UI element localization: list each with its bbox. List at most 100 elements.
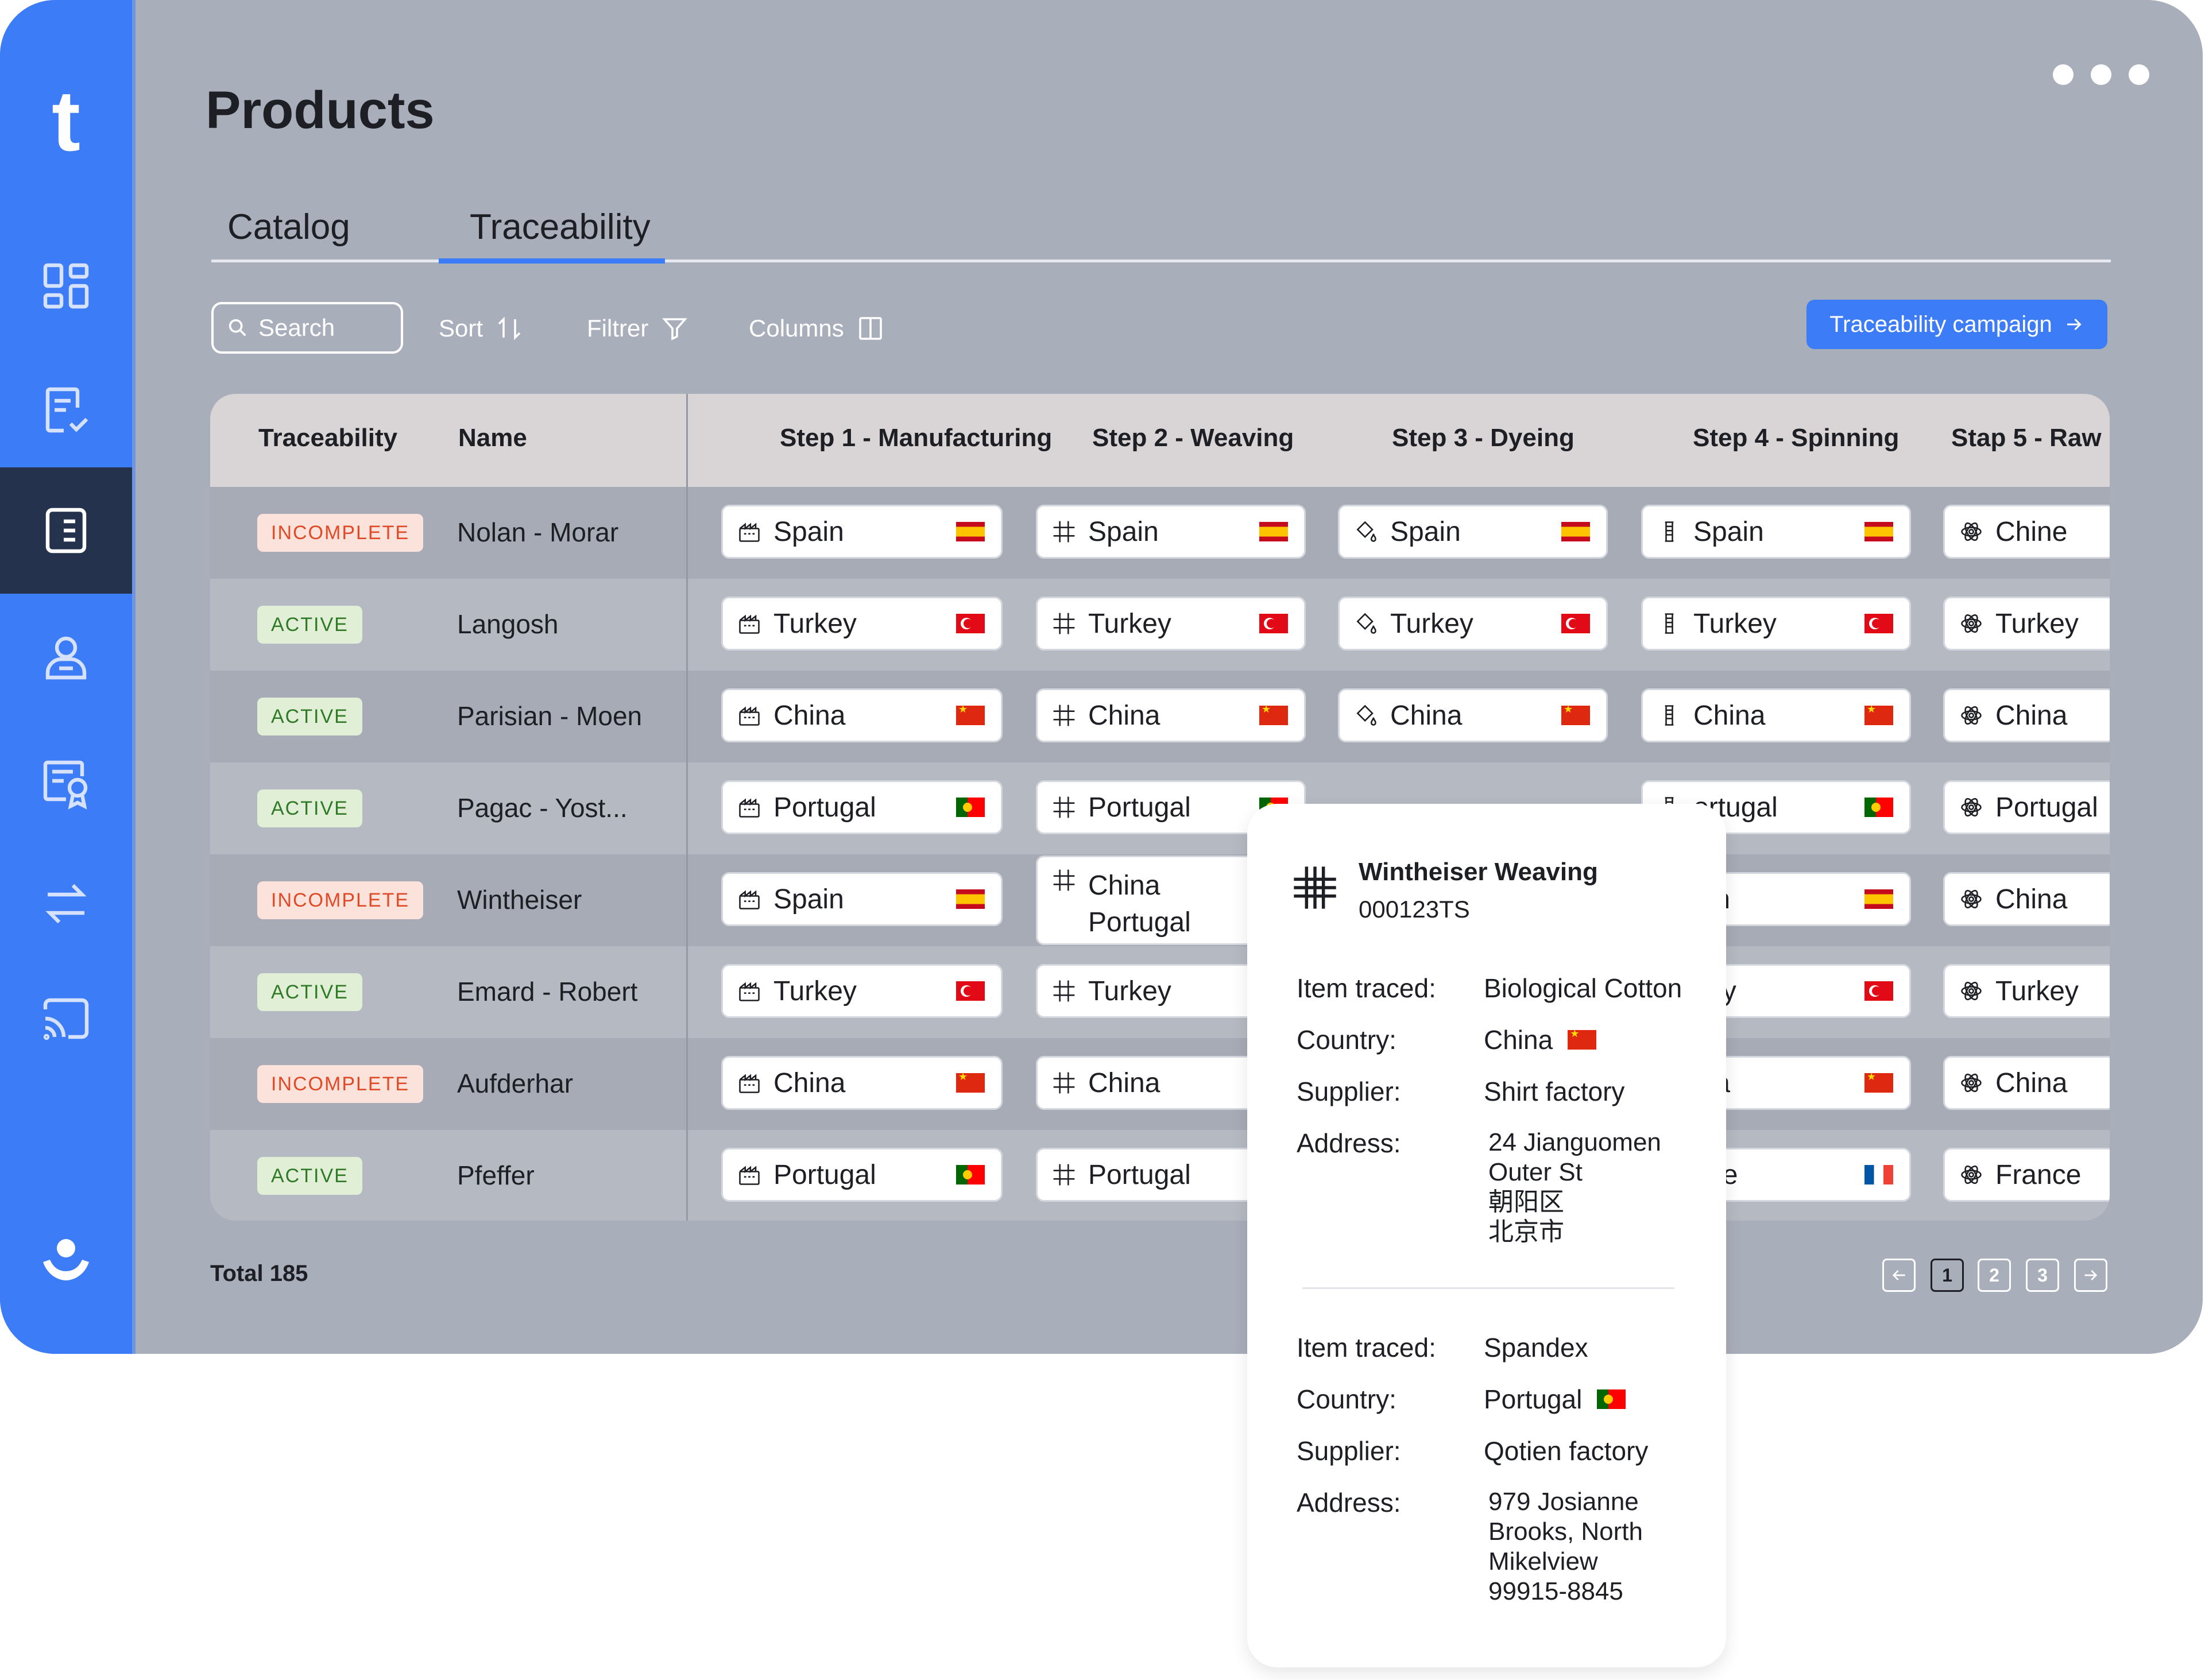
sidebar-item-certificates[interactable]: [0, 720, 132, 846]
step-5-cell[interactable]: Chine: [1943, 505, 2110, 559]
certificate-icon: [43, 760, 88, 810]
step-2-cell[interactable]: China: [1036, 688, 1306, 742]
step-country: China: [773, 700, 846, 731]
tab-catalog[interactable]: Catalog: [227, 207, 350, 247]
table-row[interactable]: ACTIVE Parisian - Moen China China China Chin…: [210, 671, 2110, 762]
product-name[interactable]: Wintheiser: [457, 885, 582, 915]
header-name[interactable]: Name: [458, 424, 527, 452]
header-step2[interactable]: Step 2 - Weaving: [1092, 424, 1294, 452]
arrows-swap-icon: [45, 884, 87, 924]
step-country: China: [773, 1067, 846, 1098]
atom-icon: [1961, 981, 1982, 1001]
step-1-cell[interactable]: China: [721, 1056, 1003, 1110]
step-1-cell[interactable]: Turkey: [721, 964, 1003, 1018]
flag-icon: [1561, 614, 1590, 633]
next-page-button[interactable]: [2074, 1259, 2107, 1292]
step-1-cell[interactable]: Portugal: [721, 780, 1003, 834]
sidebar-item-users[interactable]: [0, 594, 132, 720]
supplier-popover: [1247, 804, 1726, 1667]
sidebar-item-products[interactable]: [0, 467, 132, 594]
status-badge: INCOMPLETE: [257, 514, 424, 552]
step-country: Spain: [773, 884, 844, 915]
search-input[interactable]: Search: [211, 302, 403, 354]
weave-icon: [1294, 866, 1336, 909]
sidebar-item-dashboard[interactable]: [0, 223, 132, 349]
user-icon: [45, 636, 87, 680]
popover-address-value: 24 Jianguomen Outer St 朝阳区 北京市: [1488, 1128, 1661, 1246]
step-country: Turkey: [1995, 608, 2079, 639]
tab-traceability[interactable]: Traceability: [470, 207, 651, 247]
step-5-cell[interactable]: Turkey: [1943, 597, 2110, 651]
product-name[interactable]: Pfeffer: [457, 1160, 535, 1190]
step-1-cell[interactable]: Turkey: [721, 597, 1003, 651]
sidebar-profile[interactable]: [0, 1197, 132, 1323]
step-3-cell[interactable]: China: [1338, 688, 1608, 742]
step-1-cell[interactable]: Spain: [721, 872, 1003, 926]
flag-icon: [1864, 614, 1893, 633]
popover-supplier-label: Supplier:: [1297, 1436, 1401, 1466]
step-5-cell[interactable]: Turkey: [1943, 964, 2110, 1018]
sidebar-item-reports[interactable]: [0, 347, 132, 473]
header-traceability[interactable]: Traceability: [258, 424, 398, 452]
flag-icon: [956, 614, 985, 633]
weave-icon: [1053, 869, 1075, 891]
product-name[interactable]: Emard - Robert: [457, 977, 638, 1007]
atom-icon: [1961, 614, 1982, 633]
sidebar-item-cast[interactable]: [0, 955, 132, 1082]
step-3-cell[interactable]: Spain: [1338, 505, 1608, 559]
step-5-cell[interactable]: Portugal: [1943, 780, 2110, 834]
columns-button[interactable]: Columns: [749, 315, 884, 342]
step-1-cell[interactable]: China: [721, 688, 1003, 742]
header-step3[interactable]: Step 3 - Dyeing: [1392, 424, 1575, 452]
step-1-cell[interactable]: Portugal: [721, 1148, 1003, 1202]
step-country: China: [1693, 700, 1766, 731]
page-3-button[interactable]: 3: [2026, 1259, 2059, 1292]
page-1-button[interactable]: 1: [1931, 1259, 1964, 1292]
filter-button[interactable]: Filtrer: [587, 315, 688, 342]
app-logo[interactable]: t: [52, 72, 80, 169]
step-5-cell[interactable]: China: [1943, 688, 2110, 742]
step-2-cell[interactable]: Spain: [1036, 505, 1306, 559]
product-name[interactable]: Aufderhar: [457, 1069, 574, 1098]
profile-icon: [43, 1239, 89, 1280]
header-step5[interactable]: Stap 5 - Raw: [1951, 424, 2102, 452]
page-2-button[interactable]: 2: [1978, 1259, 2011, 1292]
step-5-cell[interactable]: China: [1943, 872, 2110, 926]
flag-icon: [956, 1073, 985, 1093]
step-1-cell[interactable]: Spain: [721, 505, 1003, 559]
step-2-cell[interactable]: Turkey: [1036, 597, 1306, 651]
step-country: China: [1088, 1067, 1160, 1098]
popover-pointer: [1218, 868, 1248, 923]
product-name[interactable]: Nolan - Morar: [457, 517, 619, 547]
header-step1[interactable]: Step 1 - Manufacturing: [780, 424, 1053, 452]
step-4-cell[interactable]: China: [1641, 688, 1911, 742]
table-row[interactable]: ACTIVEPfefferPortugalPortugalnceFrance: [210, 1130, 2110, 1221]
product-name[interactable]: Pagac - Yost...: [457, 793, 628, 823]
step-country: Portugal: [773, 792, 876, 823]
table-header: Traceability Name Step 1 - Manufacturing…: [210, 394, 2110, 487]
header-step4[interactable]: Step 4 - Spinning: [1693, 424, 1900, 452]
step-3-cell[interactable]: Turkey: [1338, 597, 1608, 651]
step-5-cell[interactable]: France: [1943, 1148, 2110, 1202]
prev-page-button[interactable]: [1882, 1259, 1916, 1292]
step-5-cell[interactable]: China: [1943, 1056, 2110, 1110]
sort-button[interactable]: Sort: [439, 315, 523, 342]
table-row[interactable]: ACTIVE Pagac - Yost... Portugal Portugal ort…: [210, 762, 2110, 854]
table-row[interactable]: INCOMPLETEAufderharChinaChinainaChina: [210, 1038, 2110, 1130]
step-4-cell[interactable]: Turkey: [1641, 597, 1911, 651]
step-country: Turkey: [1088, 608, 1171, 639]
table-row[interactable]: INCOMPLETE Nolan - Morar Spain Spain Spain Sp…: [210, 487, 2110, 579]
traceability-campaign-button[interactable]: Traceability campaign: [1806, 300, 2107, 349]
product-name[interactable]: Parisian - Moen: [457, 701, 643, 731]
atom-icon: [1961, 1073, 1982, 1093]
product-name[interactable]: Langosh: [457, 609, 559, 639]
table-row[interactable]: ACTIVE Langosh Turkey Turkey Turkey Turkey Tur…: [210, 579, 2110, 671]
more-options-icon[interactable]: [2053, 64, 2149, 85]
factory-icon: [739, 522, 760, 542]
sidebar-item-transfers[interactable]: [0, 841, 132, 967]
atom-icon: [1961, 522, 1982, 541]
step-4-cell[interactable]: Spain: [1641, 505, 1911, 559]
step-country: Turkey: [1995, 976, 2079, 1007]
table-row[interactable]: INCOMPLETEWintheiserSpainChinaPortugalai…: [210, 854, 2110, 946]
